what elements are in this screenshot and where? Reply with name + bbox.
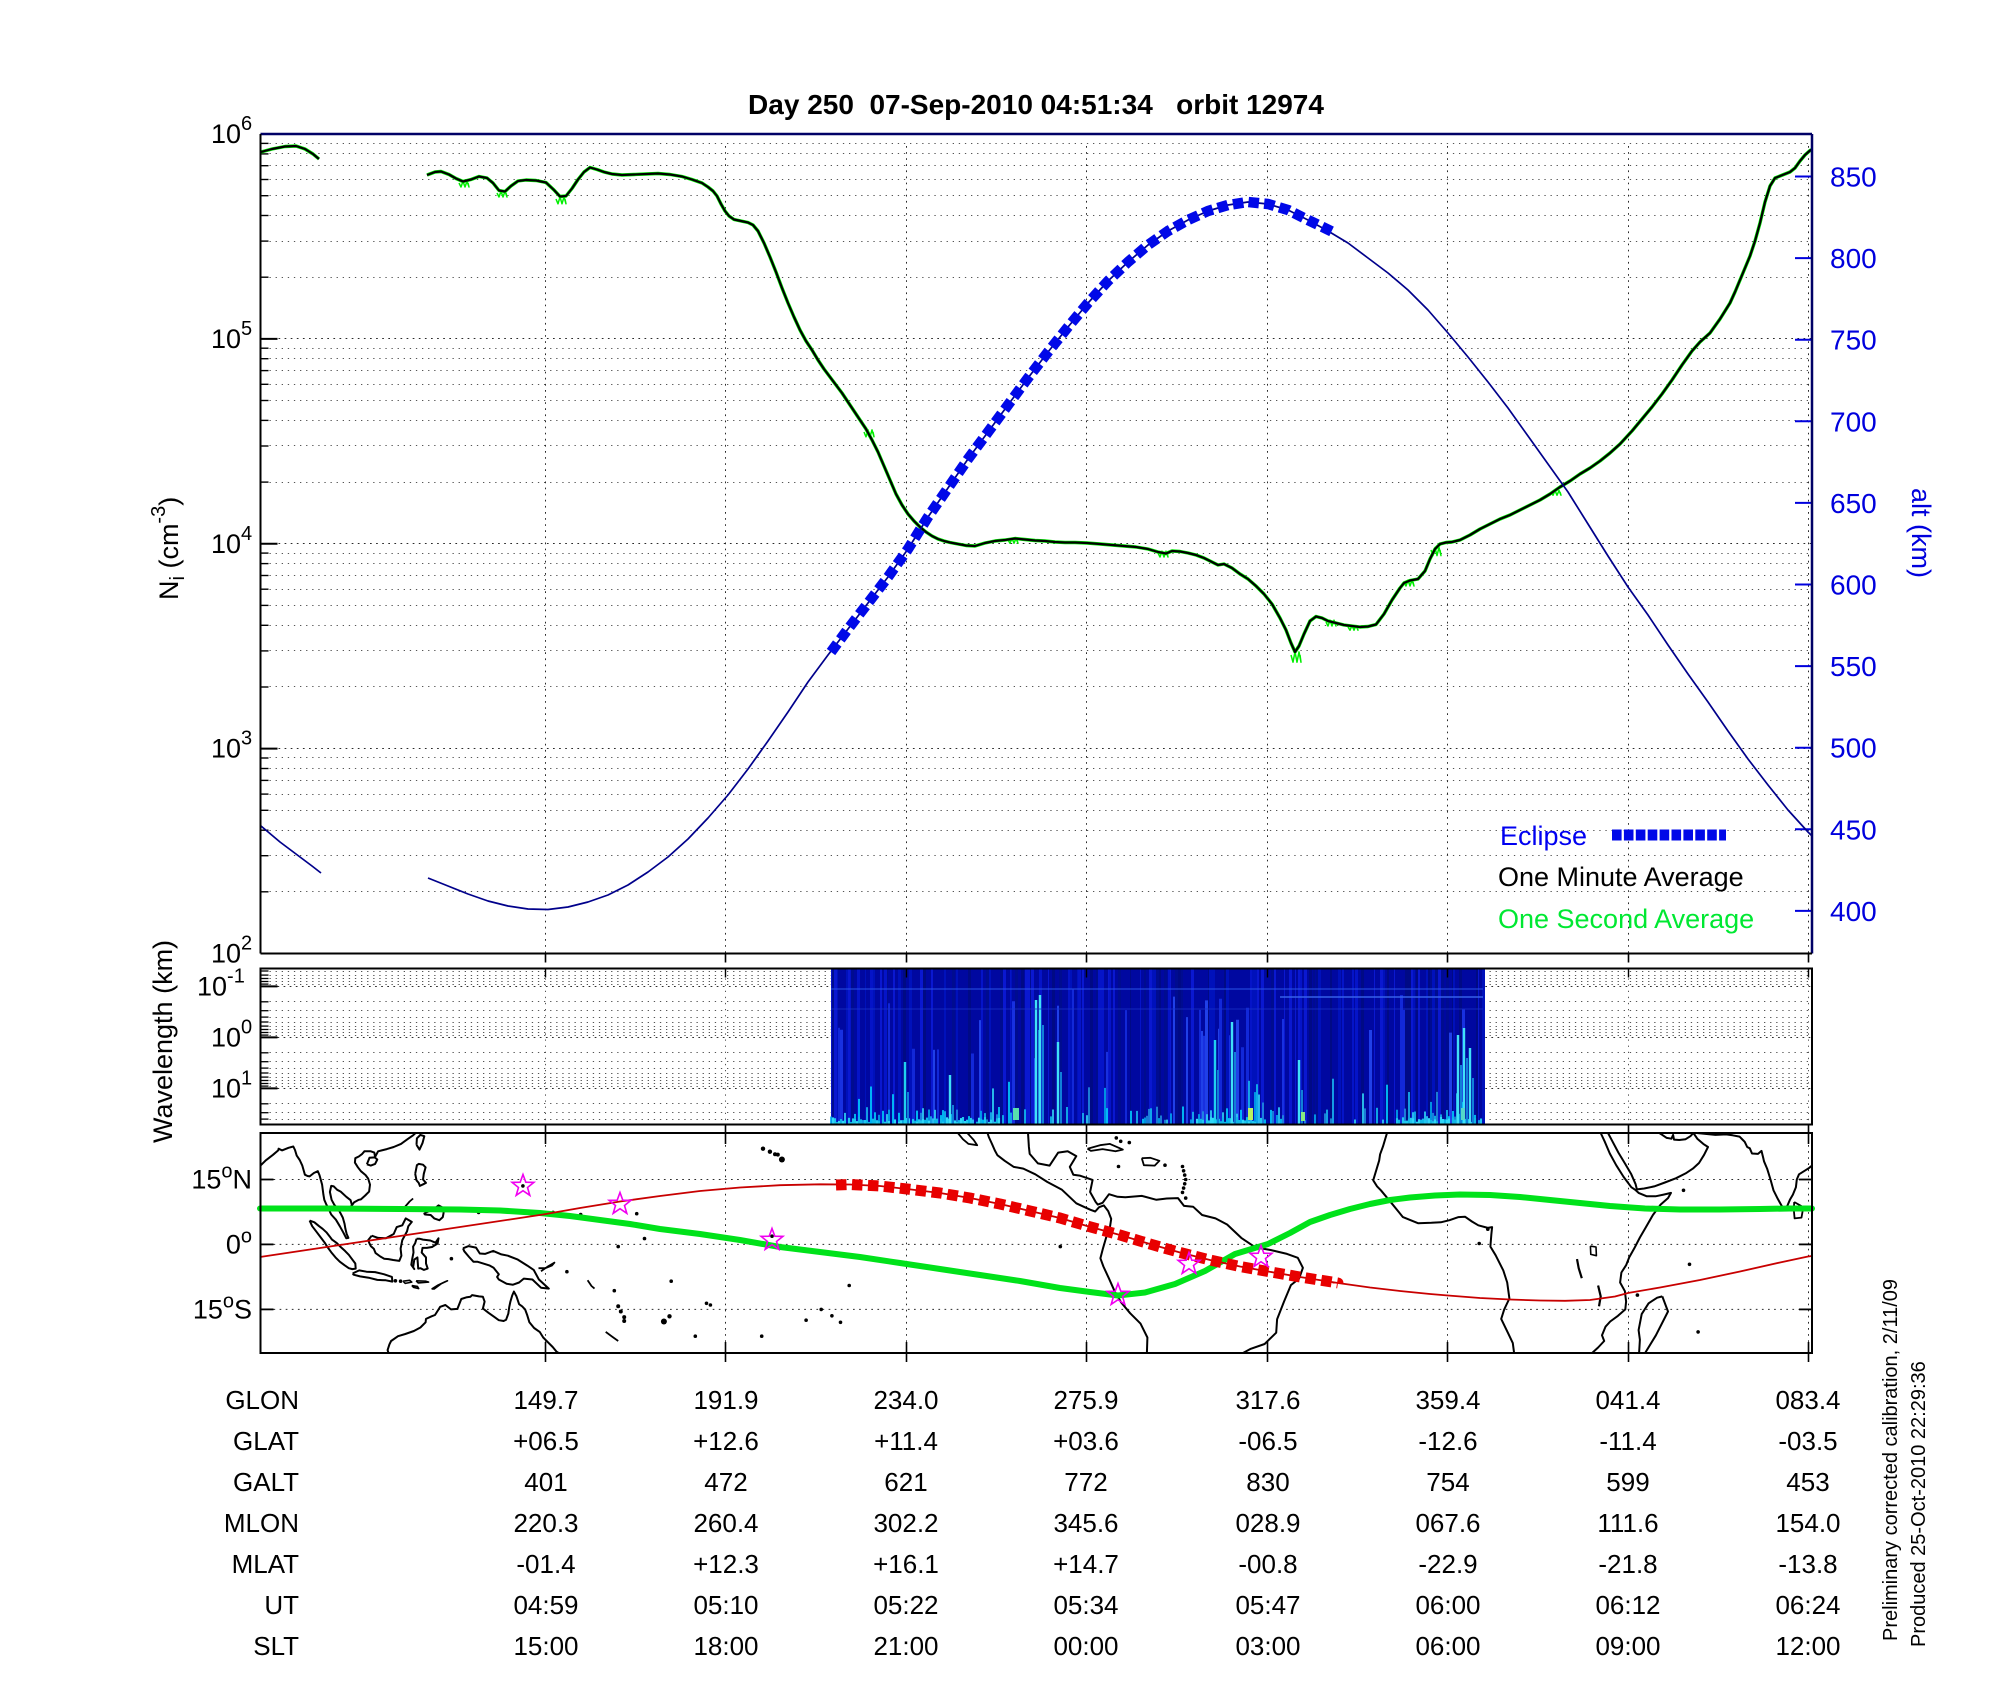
svg-text:+16.1: +16.1 xyxy=(873,1549,939,1579)
svg-text:550: 550 xyxy=(1830,651,1877,682)
svg-text:03:00: 03:00 xyxy=(1235,1631,1300,1661)
svg-text:400: 400 xyxy=(1830,896,1877,927)
svg-text:850: 850 xyxy=(1830,162,1877,193)
svg-text:alt (km): alt (km) xyxy=(1906,488,1936,578)
svg-text:-21.8: -21.8 xyxy=(1598,1549,1657,1579)
svg-text:UT: UT xyxy=(264,1590,299,1620)
svg-text:260.4: 260.4 xyxy=(693,1508,758,1538)
svg-text:067.6: 067.6 xyxy=(1415,1508,1480,1538)
svg-text:MLON: MLON xyxy=(224,1508,299,1538)
svg-text:Eclipse: Eclipse xyxy=(1500,821,1587,851)
svg-text:+11.4: +11.4 xyxy=(874,1426,938,1456)
svg-text:05:34: 05:34 xyxy=(1053,1590,1118,1620)
svg-text:Wavelength (km): Wavelength (km) xyxy=(148,940,178,1143)
svg-text:234.0: 234.0 xyxy=(873,1385,938,1415)
svg-text:-06.5: -06.5 xyxy=(1238,1426,1297,1456)
svg-text:One Minute Average: One Minute Average xyxy=(1498,862,1744,892)
svg-text:21:00: 21:00 xyxy=(873,1631,938,1661)
svg-text:275.9: 275.9 xyxy=(1053,1385,1118,1415)
svg-text:15:00: 15:00 xyxy=(513,1631,578,1661)
svg-text:GLAT: GLAT xyxy=(233,1426,299,1456)
svg-text:700: 700 xyxy=(1830,406,1877,437)
svg-text:754: 754 xyxy=(1426,1467,1469,1497)
svg-text:621: 621 xyxy=(884,1467,927,1497)
svg-text:06:12: 06:12 xyxy=(1595,1590,1660,1620)
svg-text:103: 103 xyxy=(211,728,252,764)
svg-text:SLT: SLT xyxy=(253,1631,299,1661)
svg-text:GLON: GLON xyxy=(225,1385,299,1415)
svg-text:One Second Average: One Second Average xyxy=(1498,904,1754,934)
svg-text:+03.6: +03.6 xyxy=(1053,1426,1119,1456)
svg-text:Preliminary corrected calibrat: Preliminary corrected calibration, 2/11/… xyxy=(1880,1279,1902,1641)
svg-text:317.6: 317.6 xyxy=(1235,1385,1300,1415)
svg-text:+12.3: +12.3 xyxy=(693,1549,759,1579)
svg-text:-13.8: -13.8 xyxy=(1778,1549,1837,1579)
svg-text:18:00: 18:00 xyxy=(693,1631,758,1661)
svg-text:650: 650 xyxy=(1830,488,1877,519)
svg-text:750: 750 xyxy=(1830,325,1877,356)
svg-text:GALT: GALT xyxy=(233,1467,299,1497)
svg-text:101: 101 xyxy=(211,1067,252,1103)
svg-text:05:47: 05:47 xyxy=(1235,1590,1300,1620)
svg-text:06:24: 06:24 xyxy=(1775,1590,1840,1620)
svg-text:06:00: 06:00 xyxy=(1415,1590,1480,1620)
svg-text:500: 500 xyxy=(1830,733,1877,764)
svg-text:04:59: 04:59 xyxy=(513,1590,578,1620)
svg-text:MLAT: MLAT xyxy=(232,1549,300,1579)
svg-text:472: 472 xyxy=(704,1467,747,1497)
svg-text:083.4: 083.4 xyxy=(1775,1385,1840,1415)
svg-text:800: 800 xyxy=(1830,243,1877,274)
svg-text:359.4: 359.4 xyxy=(1415,1385,1480,1415)
svg-text:-11.4: -11.4 xyxy=(1599,1426,1656,1456)
svg-text:450: 450 xyxy=(1830,814,1877,845)
svg-text:220.3: 220.3 xyxy=(513,1508,578,1538)
svg-text:-00.8: -00.8 xyxy=(1238,1549,1297,1579)
svg-text:05:10: 05:10 xyxy=(693,1590,758,1620)
svg-text:191.9: 191.9 xyxy=(693,1385,758,1415)
svg-text:041.4: 041.4 xyxy=(1595,1385,1660,1415)
svg-text:600: 600 xyxy=(1830,570,1877,601)
svg-text:028.9: 028.9 xyxy=(1235,1508,1300,1538)
svg-text:-22.9: -22.9 xyxy=(1418,1549,1477,1579)
svg-text:830: 830 xyxy=(1246,1467,1289,1497)
svg-text:-03.5: -03.5 xyxy=(1778,1426,1837,1456)
svg-text:Produced 25-Oct-2010 22:29:36: Produced 25-Oct-2010 22:29:36 xyxy=(1908,1361,1930,1647)
svg-text:-12.6: -12.6 xyxy=(1418,1426,1477,1456)
svg-text:+12.6: +12.6 xyxy=(693,1426,759,1456)
svg-text:+14.7: +14.7 xyxy=(1053,1549,1119,1579)
svg-text:772: 772 xyxy=(1064,1467,1107,1497)
svg-text:104: 104 xyxy=(211,523,252,559)
svg-text:-01.4: -01.4 xyxy=(516,1549,575,1579)
svg-text:149.7: 149.7 xyxy=(513,1385,578,1415)
svg-text:302.2: 302.2 xyxy=(873,1508,938,1538)
svg-text:401: 401 xyxy=(524,1467,567,1497)
svg-text:111.6: 111.6 xyxy=(1597,1508,1658,1538)
svg-text:09:00: 09:00 xyxy=(1595,1631,1660,1661)
svg-text:06:00: 06:00 xyxy=(1415,1631,1480,1661)
svg-text:+06.5: +06.5 xyxy=(513,1426,579,1456)
svg-text:00:00: 00:00 xyxy=(1053,1631,1118,1661)
svg-text:15oS: 15oS xyxy=(193,1290,252,1324)
svg-text:345.6: 345.6 xyxy=(1053,1508,1118,1538)
svg-text:154.0: 154.0 xyxy=(1775,1508,1840,1538)
svg-text:12:00: 12:00 xyxy=(1775,1631,1840,1661)
svg-text:Day 250 07-Sep-2010 04:51:34: Day 250 07-Sep-2010 04:51:34 orbit 12974 xyxy=(748,89,1324,120)
svg-text:599: 599 xyxy=(1606,1467,1649,1497)
svg-text:453: 453 xyxy=(1786,1467,1829,1497)
svg-text:05:22: 05:22 xyxy=(873,1590,938,1620)
